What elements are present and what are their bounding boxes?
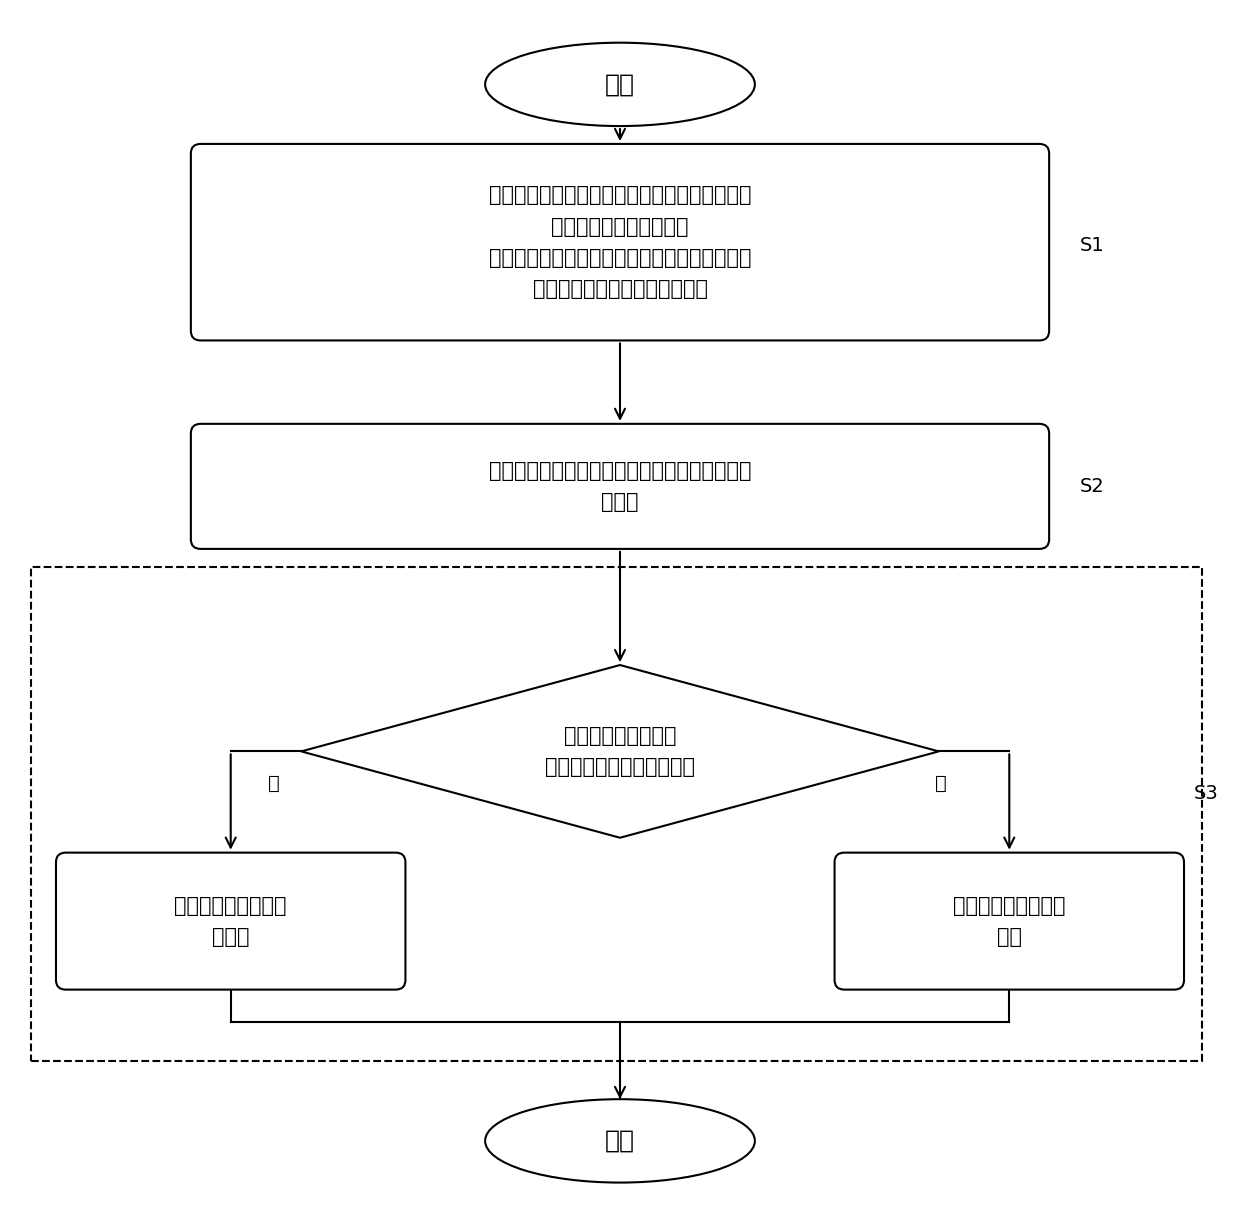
Text: 开始: 开始	[605, 72, 635, 96]
FancyBboxPatch shape	[191, 424, 1049, 549]
Text: 结束: 结束	[605, 1129, 635, 1153]
Text: S2: S2	[1080, 477, 1105, 496]
FancyBboxPatch shape	[56, 853, 405, 989]
Ellipse shape	[485, 1099, 755, 1182]
Text: S3: S3	[1194, 783, 1219, 803]
Text: 是: 是	[268, 774, 280, 793]
Text: 判定系统直流侧阻抗
不稳定: 判定系统直流侧阻抗 不稳定	[175, 895, 286, 947]
Text: S1: S1	[1080, 236, 1105, 254]
FancyBboxPatch shape	[191, 143, 1049, 341]
FancyBboxPatch shape	[835, 853, 1184, 989]
Text: 判断直流侧阻抗的极
点是否在坐标系的右半平面: 判断直流侧阻抗的极 点是否在坐标系的右半平面	[546, 725, 694, 777]
Text: 根据直流侧阻抗模型在坐标系中绘制直流侧阻抗
的极点: 根据直流侧阻抗模型在坐标系中绘制直流侧阻抗 的极点	[489, 460, 751, 512]
Text: 否: 否	[935, 774, 947, 793]
Ellipse shape	[485, 42, 755, 127]
Text: 将换流器的阻抗与换流站直流侧的电容并联得到
换流站的直流侧阻抗，并
将换流站的直流侧阻抗加上输电线的阻抗，得到
整个直流系统的直流侧阻抗模型: 将换流器的阻抗与换流站直流侧的电容并联得到 换流站的直流侧阻抗，并 将换流站的直…	[489, 186, 751, 299]
Text: 判定系统直流侧阻抗
稳定: 判定系统直流侧阻抗 稳定	[954, 895, 1065, 947]
Polygon shape	[301, 665, 939, 837]
